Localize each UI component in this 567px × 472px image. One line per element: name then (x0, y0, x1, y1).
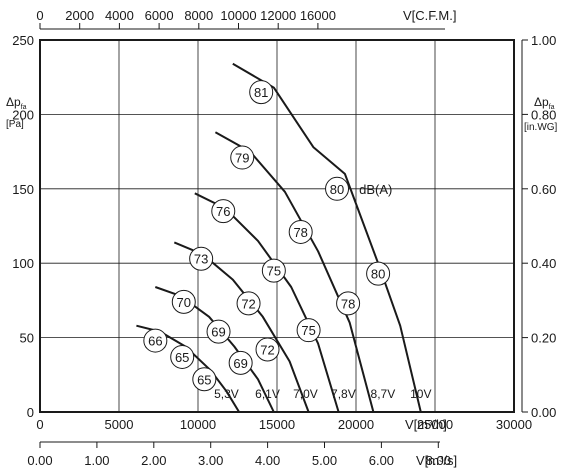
left-axis: 0 50 100 150 200 250 Δpfa [Pa] (6, 33, 34, 420)
cfm-tick-label: 16000 (300, 8, 336, 23)
y-tick-label: 200 (12, 107, 34, 122)
noise-value: 78 (341, 296, 355, 311)
noise-value: 65 (175, 350, 189, 365)
noise-bubble (296, 318, 321, 343)
right-tick-label: 0.60 (531, 182, 556, 197)
right-axis-label: Δpfa (534, 95, 555, 111)
m3s-tick-label: 6.00 (369, 453, 394, 468)
noise-value: 75 (267, 264, 281, 279)
noise-bubble (255, 337, 280, 362)
x-tick-label: 25000 (417, 417, 453, 432)
noise-bubble (249, 80, 274, 105)
x-tick-label: 5000 (105, 417, 134, 432)
noise-bubble (143, 328, 168, 353)
m3s-tick-label: 1.00 (84, 453, 109, 468)
m3s-tick-label: 2.00 (141, 453, 166, 468)
right-tick-label: 0.40 (531, 256, 556, 271)
x-tick-label: 0 (36, 417, 43, 432)
noise-value: 80 (330, 182, 344, 197)
noise-bubble (288, 219, 313, 244)
x-tick-label: 30000 (496, 417, 532, 432)
noise-value: 79 (235, 151, 249, 166)
noise-value: 75 (301, 323, 315, 338)
voltage-label: 6,1V (255, 387, 280, 401)
m3s-axis: 0.00 1.00 2.00 3.00 4.00 5.00 6.00 8.00 V[m³/s] (27, 441, 457, 468)
y-tick-label: 50 (20, 331, 34, 346)
right-tick-label: 0.80 (531, 107, 556, 122)
cfm-tick-label: 0 (36, 8, 43, 23)
m3h-axis-unit: V[m³/h] (405, 417, 447, 432)
right-tick-label: 1.00 (531, 33, 556, 48)
noise-bubble (189, 246, 214, 271)
noise-value: 78 (293, 225, 307, 240)
db-unit-label: dB(A) (359, 182, 392, 197)
noise-bubble (170, 344, 195, 369)
right-tick-label: 0.00 (531, 405, 556, 420)
noise-bubble (171, 289, 196, 314)
noise-bubble (211, 199, 236, 224)
noise-bubble (236, 291, 261, 316)
plot-area: 81 79 80 76 78 73 75 80 70 72 78 69 75 66 72 65 69 65 dB(… (39, 39, 515, 413)
voltage-label: 7,8V (331, 387, 356, 401)
m3s-tick-label: 5.00 (312, 453, 337, 468)
noise-value: 72 (241, 296, 255, 311)
noise-labels: 81 79 80 76 78 73 75 80 70 72 78 69 75 66 72 65 69 65 (143, 80, 391, 392)
voltage-label: 5,3V (214, 387, 239, 401)
voltage-label: 10V (410, 387, 431, 401)
cfm-tick-label: 6000 (145, 8, 174, 23)
x-tick-label: 10000 (180, 417, 216, 432)
noise-value: 69 (211, 325, 225, 340)
noise-value: 73 (194, 252, 208, 267)
x-tick-label: 20000 (338, 417, 374, 432)
noise-value: 70 (177, 295, 191, 310)
y-tick-label: 0 (27, 405, 34, 420)
noise-bubble (206, 319, 231, 344)
cfm-axis: 0 2000 4000 6000 8000 10000 12000 16000 V[C.F.M… (36, 8, 456, 30)
noise-bubble (261, 258, 286, 283)
cfm-tick-label: 8000 (184, 8, 213, 23)
right-axis: 0.00 0.20 0.40 0.60 0.80 1.00 Δpfa [in.WG] (521, 33, 558, 420)
cfm-tick-label: 10000 (220, 8, 256, 23)
m3s-tick-label: 3.00 (198, 453, 223, 468)
left-axis-label: Δpfa (6, 95, 27, 111)
y-tick-label: 250 (12, 33, 34, 48)
fan-curve-10V (232, 62, 422, 413)
voltage-label: 7,0V (293, 387, 318, 401)
noise-value: 80 (371, 267, 385, 282)
y-tick-label: 100 (12, 256, 34, 271)
voltage-label: 8,7V (371, 387, 396, 401)
cfm-axis-unit: V[C.F.M.] (403, 8, 456, 23)
noise-bubble (230, 145, 255, 170)
noise-value: 66 (148, 334, 162, 349)
noise-bubble (336, 291, 361, 316)
m3s-axis-unit: V[m³/s] (416, 453, 457, 468)
right-axis-unit: [in.WG] (524, 122, 558, 133)
left-axis-unit: [Pa] (6, 119, 24, 130)
noise-value: 65 (197, 372, 211, 387)
x-tick-label: 15000 (259, 417, 295, 432)
noise-value: 76 (216, 204, 230, 219)
noise-bubble (325, 176, 350, 201)
m3s-tick-label: 4.00 (255, 453, 280, 468)
noise-bubble (228, 350, 253, 375)
plot-frame (39, 39, 515, 413)
cfm-tick-label: 2000 (65, 8, 94, 23)
cfm-tick-label: 4000 (105, 8, 134, 23)
noise-value: 72 (260, 343, 274, 358)
m3s-tick-label: 8.00 (426, 453, 451, 468)
m3h-axis: 0 5000 10000 15000 20000 25000 30000 V[m³/h] (36, 417, 532, 432)
noise-value: 69 (233, 356, 247, 371)
noise-value: 81 (254, 85, 268, 100)
noise-bubble (366, 261, 391, 286)
right-tick-label: 0.20 (531, 331, 556, 346)
m3s-tick-label: 0.00 (27, 453, 52, 468)
cfm-tick-label: 12000 (260, 8, 296, 23)
voltage-labels: 5,3V 6,1V 7,0V 7,8V 8,7V 10V (214, 387, 431, 401)
noise-bubble (192, 367, 217, 392)
y-tick-label: 150 (12, 182, 34, 197)
